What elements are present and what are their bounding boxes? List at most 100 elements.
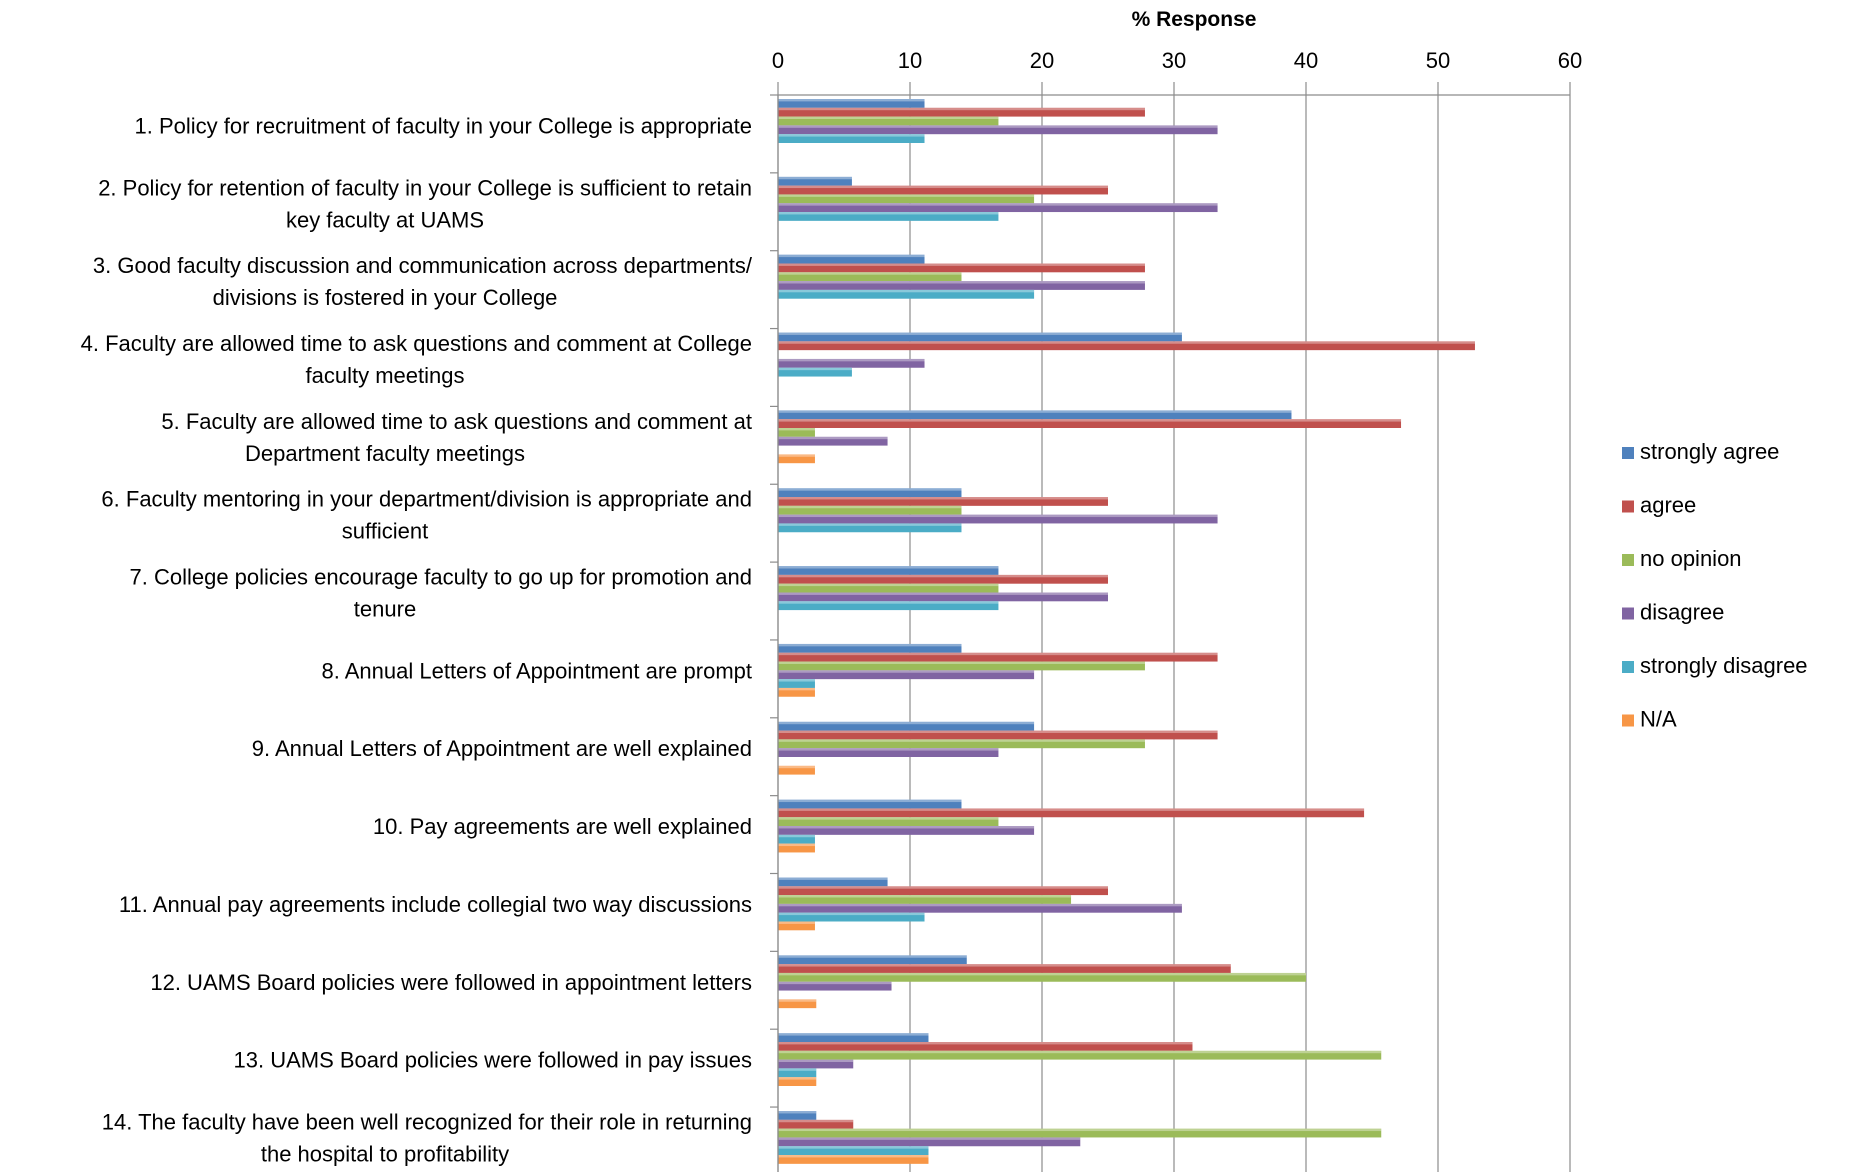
bar-highlight [778,1137,1081,1140]
bar [778,488,962,498]
bar-highlight [778,670,1035,673]
bar-highlight [778,1077,817,1080]
bar-fill [778,125,1218,135]
bar-fill [778,1068,817,1078]
bar-fill [778,419,1402,428]
legend-item: agree [1622,493,1696,518]
bar-fill [778,428,815,437]
bar-highlight [778,921,815,924]
bar-highlight [778,765,815,769]
bar-highlight [778,592,1108,595]
bar-fill [778,687,815,697]
bar [778,652,1218,662]
bar-fill [778,886,1108,896]
bar [778,955,967,965]
category-label: 11. Annual pay agreements include colleg… [119,892,752,917]
bar [778,826,1035,835]
bar [778,912,925,922]
bar-highlight [778,972,1306,976]
bar [778,903,1182,913]
bar-fill [778,601,999,611]
bar [778,289,1035,299]
bar [778,834,815,844]
bar-highlight [778,1050,1382,1054]
x-tick-label: 0 [772,48,784,73]
bar-highlight [778,1119,854,1123]
bar-fill [778,817,999,827]
x-tick-label: 60 [1558,48,1582,73]
bar-highlight [778,661,1145,664]
bar-highlight [778,332,1182,335]
category-label: 9. Annual Letters of Appointment are wel… [252,736,752,761]
bar [778,367,852,377]
bar-highlight [778,428,815,431]
bar-highlight [778,1155,929,1158]
category-label: 2. Policy for retention of faculty in yo… [98,175,752,232]
bar [778,281,1145,290]
legend-item: strongly agree [1622,439,1779,464]
bar-highlight [778,125,1218,128]
bar [778,972,1306,982]
bar-fill [778,272,962,282]
bar [778,817,999,827]
bar-fill [778,574,1108,584]
bar-fill [778,212,999,221]
bar [778,1111,817,1120]
bar-highlight [778,652,1218,656]
bar [778,670,1035,680]
x-tick-label: 20 [1030,48,1054,73]
bar-fill [778,592,1108,602]
bar-fill [778,903,1182,913]
bar-fill [778,730,1218,740]
bar-fill [778,583,999,593]
bar-highlight [778,1033,929,1036]
bar-fill [778,1128,1382,1138]
bar-highlight [778,721,1035,725]
bar-fill [778,505,962,515]
bar [778,566,999,575]
bar-fill [778,1077,817,1086]
bar-highlight [778,739,1145,742]
bar [778,981,892,991]
bar-highlight [778,955,967,958]
bar-fill [778,1137,1081,1147]
bar [778,1059,854,1069]
legend-item: N/A [1622,707,1677,732]
legend-label: strongly disagree [1640,653,1808,678]
bar [778,574,1108,584]
bar-highlight [778,107,1145,111]
bar-fill [778,981,892,991]
bar [778,765,815,775]
bar-fill [778,1050,1382,1060]
bar [778,1119,854,1129]
bar-fill [778,497,1108,506]
bar-fill [778,826,1035,835]
bar [778,497,1108,506]
bar [778,748,999,757]
legend-swatch [1622,500,1634,513]
category-label: 10. Pay agreements are well explained [373,814,752,839]
bar-highlight [778,999,817,1002]
bar [778,843,815,853]
bar [778,410,1292,420]
bar [778,436,888,446]
category-label: 12. UAMS Board policies were followed in… [150,970,752,995]
bar-highlight [778,488,962,491]
bar-fill [778,661,1145,671]
bar-highlight [778,601,999,604]
bar [778,116,999,126]
bar-highlight [778,817,999,820]
bar-fill [778,877,888,887]
bar-fill [778,739,1145,749]
bar-fill [778,964,1231,973]
x-tick-label: 10 [898,48,922,73]
bar-fill [778,808,1365,818]
bar-highlight [778,895,1072,898]
bar-highlight [778,1111,817,1114]
bar-fill [778,107,1145,117]
bar [778,895,1072,904]
bar [778,921,815,931]
bar-fill [778,454,815,464]
category-label: 1. Policy for recruitment of faculty in … [134,113,752,138]
bar-highlight [778,643,962,647]
